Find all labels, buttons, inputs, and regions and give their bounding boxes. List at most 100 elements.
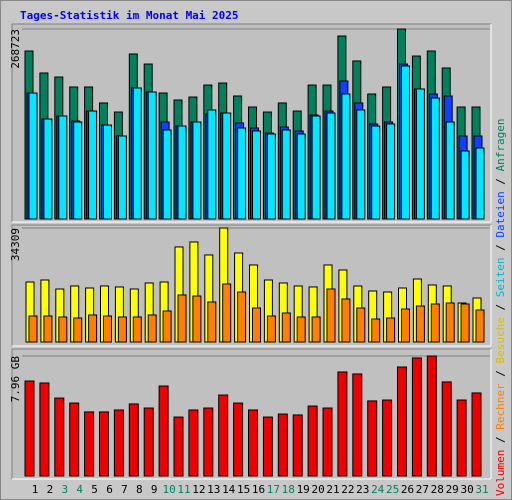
bar [177, 125, 187, 220]
chart-title: Tages-Statistik im Monat Mai 2025 [20, 9, 239, 22]
x-tick-label: 12 [192, 483, 205, 496]
bar [326, 112, 336, 220]
legend-entry: Besuche [494, 317, 507, 363]
bar [430, 97, 440, 220]
bar [281, 312, 291, 343]
bar [222, 283, 232, 343]
bar [147, 314, 157, 343]
bar [456, 399, 467, 477]
bar [103, 124, 112, 220]
x-tick-label: 3 [61, 483, 68, 496]
x-tick-label: 9 [151, 483, 158, 496]
bar [117, 316, 127, 343]
bar [252, 130, 261, 220]
bar [386, 317, 396, 343]
bar [192, 121, 202, 220]
x-tick-label: 6 [106, 483, 113, 496]
bar [237, 127, 247, 220]
bar [415, 305, 425, 343]
legend-entry: Volumen [494, 450, 507, 496]
bar [203, 407, 214, 477]
bar [322, 407, 333, 477]
x-tick-label: 8 [136, 483, 143, 496]
bar [132, 316, 142, 343]
x-tick-label: 24 [371, 483, 385, 496]
legend-separator: / [494, 171, 507, 191]
legend-separator: / [494, 364, 507, 384]
x-tick-label: 10 [162, 483, 175, 496]
bar [24, 380, 35, 477]
x-tick-label: 21 [326, 483, 339, 496]
bar [337, 371, 348, 477]
bar [397, 366, 407, 477]
x-tick-label: 5 [91, 483, 98, 496]
x-tick-label: 30 [460, 483, 473, 496]
bar [84, 411, 95, 477]
bar [475, 147, 485, 220]
bar [326, 288, 336, 343]
bar [352, 373, 363, 477]
y-tick-label: 34309 [9, 228, 22, 261]
x-tick-label: 18 [282, 483, 295, 496]
bar [356, 109, 366, 220]
bar [233, 402, 244, 477]
bar [162, 310, 172, 343]
bar [281, 129, 291, 220]
x-tick-label: 31 [475, 483, 488, 496]
bar [371, 318, 381, 343]
x-tick-label: 28 [431, 483, 444, 496]
bar [445, 302, 455, 343]
bar [173, 416, 184, 477]
bar [266, 315, 276, 343]
bar [43, 315, 53, 343]
bar [356, 307, 366, 343]
bar [218, 394, 229, 477]
x-tick-label: 20 [311, 483, 324, 496]
bar [415, 88, 425, 220]
bar [277, 413, 288, 477]
x-tick-label: 1 [32, 483, 39, 496]
bar [207, 109, 217, 220]
bar [58, 316, 68, 343]
bar [262, 416, 273, 477]
bar [143, 407, 154, 477]
x-tick-label: 7 [121, 483, 128, 496]
bar [311, 316, 321, 343]
bar [441, 381, 452, 477]
legend-entry: Seiten [494, 258, 507, 298]
bar [445, 121, 455, 220]
x-tick-label: 22 [341, 483, 354, 496]
x-tick-label: 4 [76, 483, 83, 496]
legend-separator: / [494, 238, 507, 258]
bar [103, 315, 112, 343]
bar [460, 150, 470, 220]
y-tick-label: 268723 [9, 29, 22, 69]
bar [382, 399, 393, 477]
x-tick-label: 27 [416, 483, 429, 496]
bar [113, 409, 124, 477]
bar [132, 87, 142, 220]
bar [460, 303, 470, 343]
x-tick-label: 23 [356, 483, 369, 496]
bar [401, 65, 410, 220]
bar [147, 91, 157, 220]
bar [207, 301, 217, 343]
bar [411, 357, 422, 477]
x-tick-label: 13 [207, 483, 220, 496]
bar [386, 123, 396, 220]
x-tick-label: 17 [267, 483, 280, 496]
bar [311, 115, 321, 220]
legend-separator: / [494, 430, 507, 450]
bar [252, 307, 261, 343]
legend-entry: Anfragen [494, 118, 507, 171]
bar [99, 411, 109, 477]
bar [475, 309, 485, 343]
bar [88, 110, 98, 220]
bar [266, 133, 276, 220]
bar [341, 93, 351, 220]
bar [188, 409, 199, 477]
x-tick-label: 25 [386, 483, 399, 496]
legend-separator: / [494, 297, 507, 317]
